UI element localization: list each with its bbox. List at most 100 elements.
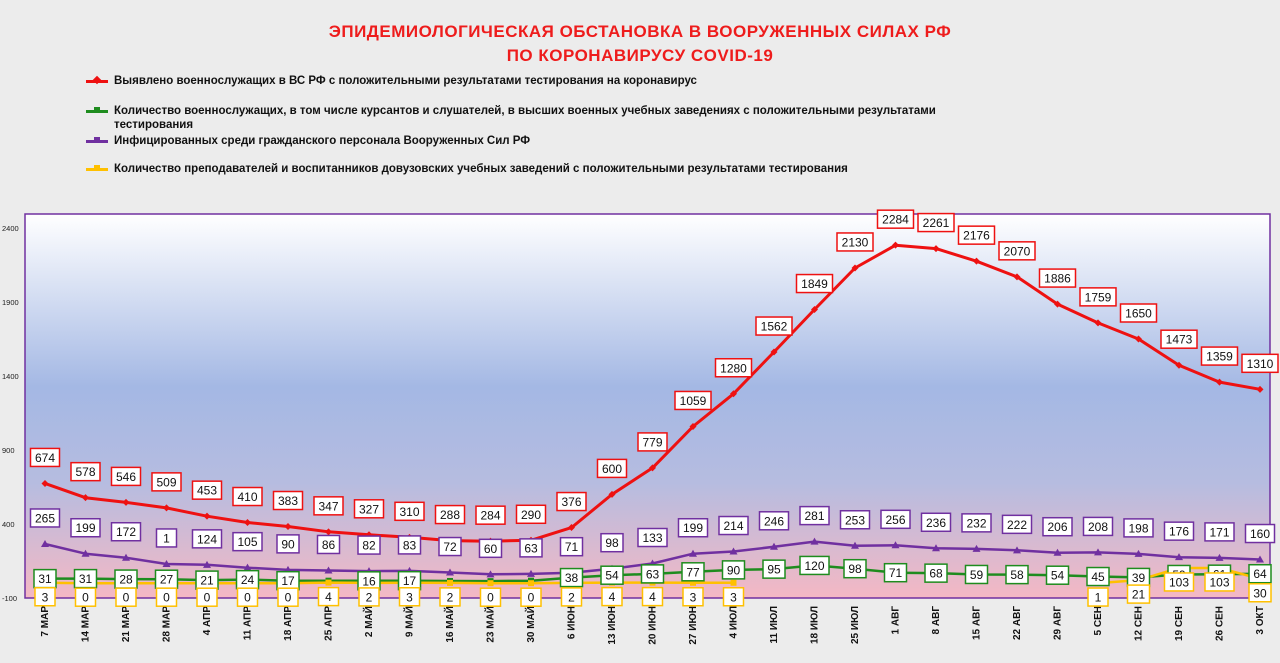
data-label-box bbox=[920, 512, 952, 533]
data-label-box bbox=[434, 504, 466, 525]
x-tick-label: 13 ИЮН bbox=[607, 606, 618, 645]
data-label-box bbox=[29, 447, 61, 468]
data-label-box bbox=[1086, 566, 1110, 587]
x-tick-label: 27 ИЮН bbox=[688, 606, 699, 645]
data-label-box bbox=[70, 517, 101, 538]
data-label: 2 bbox=[568, 590, 575, 604]
data-label-box bbox=[70, 461, 101, 482]
data-label: 0 bbox=[487, 591, 494, 605]
data-point bbox=[851, 264, 859, 272]
data-label: 120 bbox=[804, 559, 824, 573]
data-point bbox=[1094, 548, 1102, 556]
data-label-box bbox=[600, 565, 624, 585]
data-label-box bbox=[479, 587, 502, 607]
x-tick-label: 11 ИЮЛ bbox=[769, 606, 780, 644]
data-label: 376 bbox=[561, 495, 581, 509]
data-label: 90 bbox=[281, 537, 295, 551]
data-label-box bbox=[34, 587, 56, 607]
data-label: 0 bbox=[82, 591, 89, 605]
legend-marker-square-icon bbox=[94, 107, 100, 113]
data-label: 1759 bbox=[1085, 290, 1112, 304]
data-label-box bbox=[1045, 565, 1070, 585]
data-point bbox=[932, 544, 940, 552]
legend-label-purple: Инфицированных среди гражданского персон… bbox=[114, 135, 531, 147]
data-label: 284 bbox=[480, 509, 500, 523]
data-label: 98 bbox=[848, 562, 862, 576]
x-tick-label: 29 АВГ bbox=[1053, 606, 1064, 640]
data-label: 2130 bbox=[842, 235, 869, 249]
data-label: 3 bbox=[406, 590, 413, 604]
data-label: 2 bbox=[366, 590, 373, 604]
data-label-box bbox=[799, 555, 830, 576]
data-point bbox=[891, 541, 900, 549]
data-label: 86 bbox=[322, 538, 336, 552]
data-label: 1473 bbox=[1166, 333, 1193, 347]
data-label: 281 bbox=[804, 509, 824, 523]
data-label-box bbox=[110, 466, 142, 487]
legend-marker-triangle-icon bbox=[94, 137, 100, 143]
data-label: 16 bbox=[362, 574, 376, 588]
data-label: 2176 bbox=[963, 229, 990, 243]
data-label: 265 bbox=[35, 511, 55, 525]
data-point bbox=[689, 549, 697, 557]
data-point bbox=[203, 560, 211, 568]
data-label-box bbox=[917, 212, 955, 233]
data-label: 288 bbox=[440, 508, 460, 522]
data-label: 54 bbox=[605, 569, 619, 583]
data-label-box bbox=[674, 390, 712, 411]
legend-marker-square-icon bbox=[94, 165, 100, 171]
data-point bbox=[1134, 549, 1143, 557]
x-tick-label: 23 МАЙ bbox=[484, 606, 497, 643]
data-point bbox=[770, 542, 778, 550]
data-point bbox=[608, 490, 616, 498]
data-label-box bbox=[191, 480, 223, 500]
data-point bbox=[41, 479, 49, 487]
data-label-box bbox=[74, 587, 97, 607]
data-point bbox=[162, 559, 171, 567]
data-label: 199 bbox=[683, 521, 703, 535]
data-label: 21 bbox=[1132, 588, 1146, 602]
data-label: 198 bbox=[1128, 521, 1148, 535]
data-point bbox=[1216, 378, 1223, 386]
data-label-box bbox=[637, 527, 668, 548]
data-label-box bbox=[438, 536, 462, 557]
data-point bbox=[811, 306, 818, 314]
data-label: 1849 bbox=[801, 277, 828, 291]
data-label-box bbox=[316, 534, 341, 555]
data-label: 63 bbox=[524, 541, 538, 555]
data-label: 31 bbox=[38, 572, 52, 586]
data-label: 176 bbox=[1169, 525, 1189, 539]
data-label-box bbox=[1001, 514, 1033, 535]
data-label-box bbox=[1042, 516, 1073, 537]
data-label: 2284 bbox=[882, 213, 909, 227]
data-label: 2 bbox=[447, 590, 454, 604]
data-label-box bbox=[1005, 564, 1029, 585]
data-label-box bbox=[637, 432, 668, 452]
data-point bbox=[82, 494, 89, 502]
data-label-box bbox=[964, 564, 989, 585]
data-label: 103 bbox=[1169, 575, 1189, 589]
data-label-box bbox=[559, 536, 584, 557]
data-point bbox=[325, 579, 332, 586]
y-axis: -100 400 900 1400 1900 2400 bbox=[2, 224, 19, 603]
data-label: 0 bbox=[528, 591, 535, 605]
data-label: 383 bbox=[278, 494, 298, 508]
y-tick-label: -100 bbox=[2, 594, 17, 603]
data-label: 246 bbox=[764, 514, 784, 528]
data-label: 600 bbox=[602, 462, 622, 476]
data-label: 95 bbox=[767, 563, 781, 577]
data-label: 256 bbox=[885, 513, 905, 527]
data-label-box bbox=[924, 563, 948, 583]
data-label: 1 bbox=[1095, 591, 1102, 605]
data-label: 4 bbox=[649, 590, 656, 604]
data-label-box bbox=[560, 587, 583, 607]
data-label: 214 bbox=[723, 519, 743, 533]
x-tick-label: 15 АВГ bbox=[972, 606, 983, 640]
x-tick-label: 21 МАР bbox=[121, 606, 132, 642]
data-label-box bbox=[191, 529, 223, 549]
data-point bbox=[770, 348, 778, 356]
data-label-box bbox=[1204, 572, 1235, 592]
data-point bbox=[487, 580, 494, 587]
data-label: 509 bbox=[156, 475, 176, 489]
